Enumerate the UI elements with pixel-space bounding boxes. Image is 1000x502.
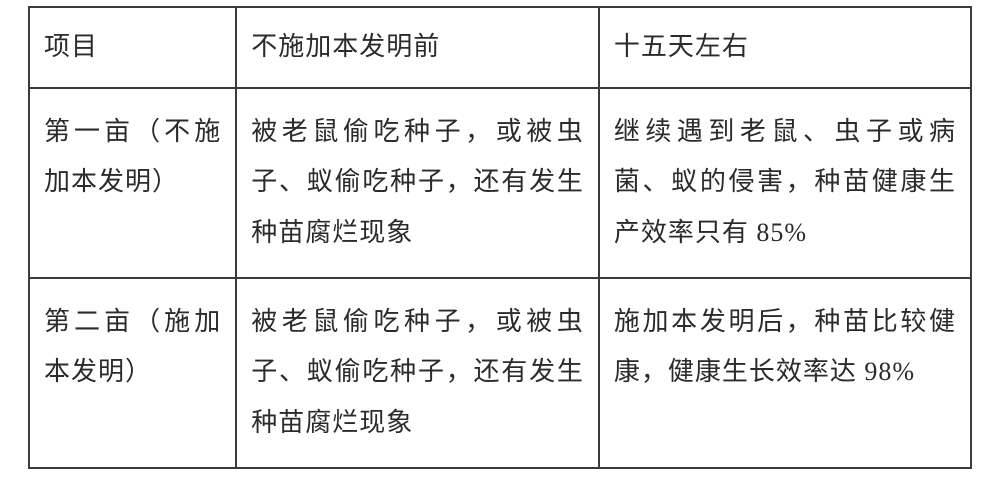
cell-plot1-name: 第一亩（不施加本发明）	[29, 88, 236, 278]
col-header-before: 不施加本发明前	[236, 7, 599, 88]
comparison-table: 项目 不施加本发明前 十五天左右 第一亩（不施加本发明） 被老鼠偷吃种子，或被虫…	[28, 6, 972, 469]
table-row: 第二亩（施加本发明） 被老鼠偷吃种子，或被虫子、蚁偷吃种子，还有发生种苗腐烂现象…	[29, 278, 971, 468]
table-header-row: 项目 不施加本发明前 十五天左右	[29, 7, 971, 88]
col-header-after: 十五天左右	[599, 7, 971, 88]
cell-plot2-before: 被老鼠偷吃种子，或被虫子、蚁偷吃种子，还有发生种苗腐烂现象	[236, 278, 599, 468]
col-header-item: 项目	[29, 7, 236, 88]
cell-plot2-after: 施加本发明后，种苗比较健康，健康生长效率达 98%	[599, 278, 971, 468]
cell-plot2-name: 第二亩（施加本发明）	[29, 278, 236, 468]
cell-plot1-after: 继续遇到老鼠、虫子或病菌、蚁的侵害，种苗健康生产效率只有 85%	[599, 88, 971, 278]
cell-plot1-before: 被老鼠偷吃种子，或被虫子、蚁偷吃种子，还有发生种苗腐烂现象	[236, 88, 599, 278]
page: 项目 不施加本发明前 十五天左右 第一亩（不施加本发明） 被老鼠偷吃种子，或被虫…	[0, 0, 1000, 502]
table-row: 第一亩（不施加本发明） 被老鼠偷吃种子，或被虫子、蚁偷吃种子，还有发生种苗腐烂现…	[29, 88, 971, 278]
